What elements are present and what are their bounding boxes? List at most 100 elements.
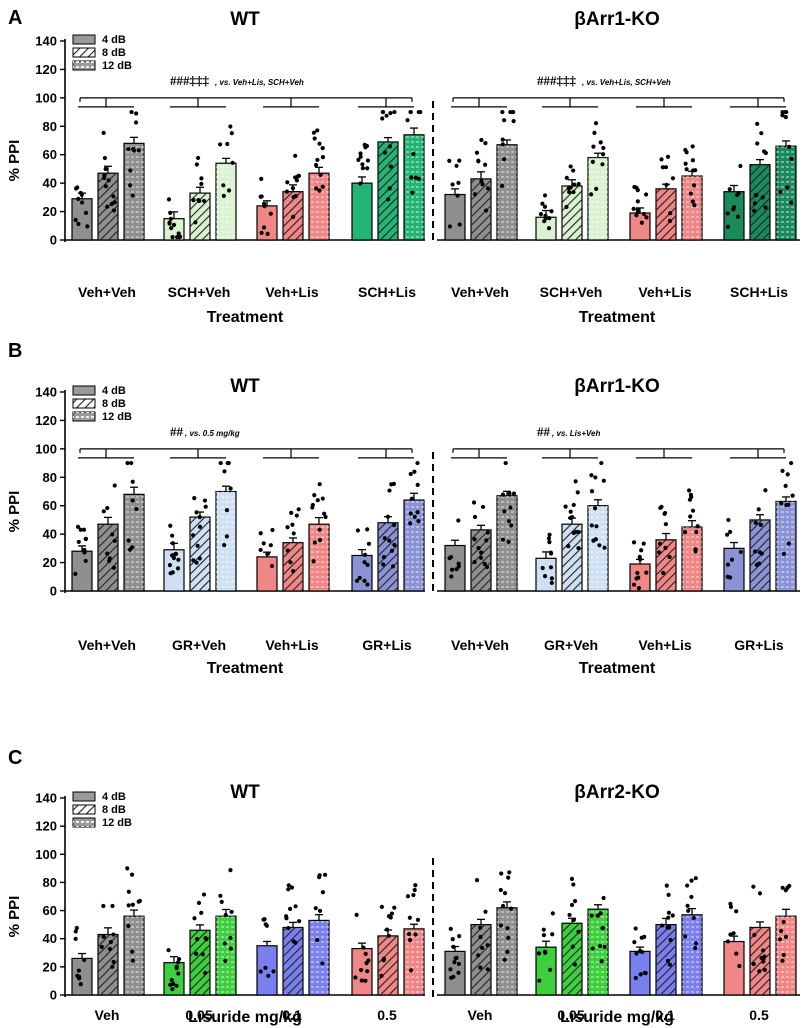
bar-hatch bbox=[562, 524, 582, 591]
data-point bbox=[219, 899, 224, 905]
data-point bbox=[379, 973, 384, 978]
sig-symbols: ## bbox=[537, 424, 551, 439]
data-point bbox=[408, 471, 413, 477]
x-tick-label: Veh+Veh bbox=[451, 637, 509, 653]
data-point bbox=[79, 192, 84, 197]
x-axis-title: Treatment bbox=[579, 660, 656, 677]
category-2: 0.1 bbox=[629, 876, 703, 1023]
bar-texture bbox=[124, 143, 144, 240]
data-point bbox=[415, 460, 420, 466]
data-point bbox=[457, 158, 462, 163]
data-point bbox=[786, 541, 791, 546]
legend-entry: 12 dB bbox=[102, 411, 132, 423]
data-point bbox=[82, 957, 87, 963]
data-point bbox=[411, 152, 416, 157]
data-point bbox=[503, 460, 508, 466]
data-point bbox=[199, 176, 204, 181]
data-point bbox=[780, 113, 785, 118]
data-point bbox=[384, 927, 390, 932]
data-point bbox=[589, 913, 594, 918]
data-point bbox=[509, 523, 514, 528]
data-point bbox=[484, 538, 489, 543]
legend-swatch bbox=[72, 791, 96, 802]
data-point bbox=[550, 911, 555, 916]
data-point bbox=[482, 561, 487, 567]
data-point bbox=[567, 189, 572, 195]
x-tick-label: 0.5 bbox=[749, 1007, 769, 1023]
x-tick-label: Veh+Veh bbox=[78, 284, 136, 300]
y-tick-label: 0 bbox=[50, 233, 57, 248]
data-point bbox=[130, 949, 135, 954]
data-point bbox=[354, 912, 359, 917]
bar-hatch bbox=[378, 522, 398, 591]
data-point bbox=[787, 144, 792, 149]
data-point bbox=[259, 176, 264, 182]
data-point bbox=[447, 158, 452, 163]
data-point bbox=[549, 576, 555, 581]
data-point bbox=[103, 166, 108, 172]
panel-label: A bbox=[8, 7, 22, 29]
data-point bbox=[293, 175, 298, 180]
data-point bbox=[540, 565, 545, 571]
data-point bbox=[128, 168, 133, 173]
data-point bbox=[416, 109, 421, 115]
data-point bbox=[130, 545, 135, 550]
data-point bbox=[505, 926, 510, 931]
data-point bbox=[129, 460, 134, 466]
data-point bbox=[176, 557, 181, 562]
data-point bbox=[170, 553, 175, 558]
data-point bbox=[456, 961, 461, 967]
data-point bbox=[169, 226, 174, 231]
data-point bbox=[176, 957, 182, 962]
legend-swatch-hatch bbox=[72, 804, 96, 815]
data-point bbox=[457, 222, 462, 227]
data-point bbox=[633, 926, 638, 931]
data-point bbox=[790, 493, 795, 498]
bar-texture bbox=[309, 173, 329, 240]
data-point bbox=[601, 478, 606, 483]
data-point bbox=[542, 204, 548, 209]
category-1: SCH+Veh bbox=[535, 121, 609, 300]
bar-texture bbox=[682, 527, 702, 591]
data-point bbox=[725, 532, 730, 537]
data-point bbox=[728, 529, 733, 534]
data-point bbox=[688, 492, 694, 497]
data-point bbox=[548, 551, 554, 556]
data-point bbox=[166, 197, 172, 202]
data-point bbox=[268, 543, 273, 548]
data-point bbox=[569, 902, 575, 908]
bar-hatch bbox=[562, 923, 582, 995]
data-point bbox=[478, 925, 483, 930]
data-point bbox=[192, 916, 197, 921]
data-point bbox=[729, 557, 735, 562]
data-point bbox=[386, 197, 391, 202]
data-point bbox=[101, 934, 106, 940]
data-point bbox=[228, 946, 234, 951]
data-point bbox=[666, 910, 672, 915]
data-point bbox=[296, 507, 301, 512]
data-point bbox=[294, 513, 299, 518]
group-1: βArr1-KO Treatment ##, vs. Lis+Veh Veh+Veh G… bbox=[444, 376, 797, 677]
data-point bbox=[756, 507, 761, 512]
data-point bbox=[725, 224, 731, 229]
data-point bbox=[101, 130, 106, 135]
data-point bbox=[200, 952, 205, 957]
data-point bbox=[589, 523, 594, 528]
data-point bbox=[456, 180, 461, 185]
data-point bbox=[263, 965, 268, 970]
data-point bbox=[261, 201, 267, 206]
data-point bbox=[683, 147, 688, 153]
data-point bbox=[408, 511, 413, 516]
data-point bbox=[506, 539, 511, 544]
x-tick-label: Veh+Lis bbox=[638, 637, 692, 653]
legend-entry: 8 dB bbox=[102, 47, 126, 59]
data-point bbox=[265, 231, 270, 237]
data-point bbox=[566, 544, 571, 549]
data-point bbox=[110, 964, 115, 969]
data-point bbox=[779, 501, 784, 506]
data-point bbox=[191, 558, 196, 563]
sig-symbols: ## bbox=[170, 424, 184, 439]
data-point bbox=[569, 876, 575, 881]
data-point bbox=[631, 582, 637, 587]
data-point bbox=[478, 555, 484, 560]
